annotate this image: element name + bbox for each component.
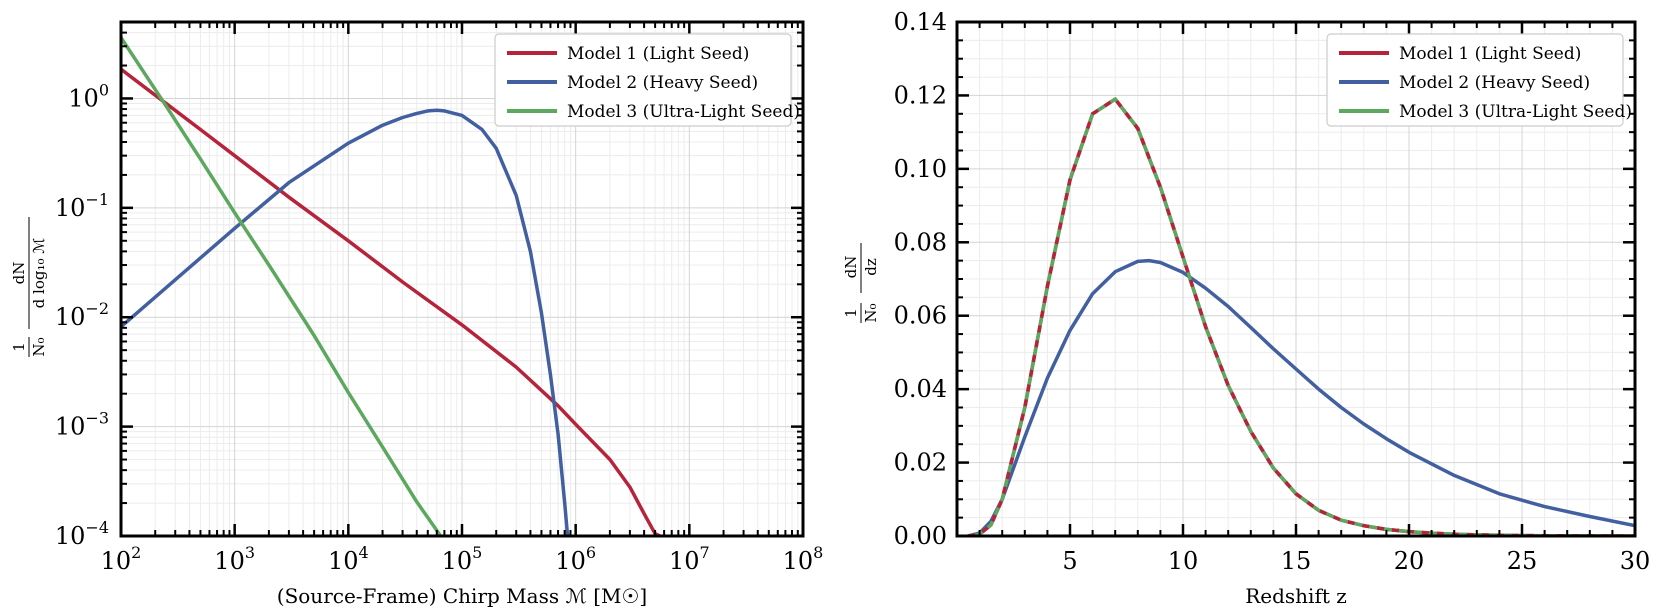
x-tick-exponent: 2 [131,543,141,562]
series-dashed-overlay-1 [968,99,1635,536]
x-tick-label: 10 [1168,547,1199,575]
x-tick-label: 102 [101,543,142,575]
y-tick-exponent: −3 [85,409,109,428]
y-tick-exponent: 0 [99,80,109,99]
figure: 102 103 104 105 106 107 10810−410−310−210−1100… [0,0,1661,614]
y-axis-label-dnum: dN [10,262,28,285]
chart-redshift: 5 10 15 20 25 30 0.00 0.02 0.04 0.06 0.08 0.10 0.12 0… [842,8,1650,608]
series-line-1 [968,99,1635,536]
y-tick-label: 0.04 [894,375,947,403]
y-tick-exponent: −1 [85,190,109,209]
x-tick-label: 104 [328,543,369,575]
x-tick-exponent: 3 [245,543,255,562]
x-tick-label: 5 [1062,547,1077,575]
y-tick-label: 0.14 [894,8,947,36]
legend-label-2: Model 2 (Heavy Seed) [567,73,758,93]
y-axis-label-den: N₀ [862,303,880,322]
y-axis-label-num: 1 [10,342,28,352]
legend: Model 1 (Light Seed) Model 2 (Heavy Seed)… [495,34,800,126]
legend-label-3: Model 3 (Ultra-Light Seed) [1399,102,1632,122]
legend-label-3: Model 3 (Ultra-Light Seed) [567,102,800,122]
x-axis-label: (Source-Frame) Chirp Mass ℳ [M☉] [277,584,647,608]
chart-mass: 102 103 104 105 106 107 10810−410−310−210−1100… [10,22,823,608]
x-tick-exponent: 8 [813,543,823,562]
x-tick-exponent: 6 [586,543,596,562]
series-line-1 [121,69,660,536]
y-axis-label-den: N₀ [30,337,48,356]
y-tick-label: 0.02 [894,449,947,477]
x-tick-label: 103 [214,543,255,575]
y-axis-label-num: 1 [842,308,860,318]
x-axis-label: Redshift z [1245,584,1347,608]
x-tick-exponent: 5 [472,543,482,562]
x-tick-label: 25 [1507,547,1538,575]
y-tick-label: 0.12 [894,81,947,109]
x-tick-label: 20 [1394,547,1425,575]
y-axis-label-dnum: dN [842,256,860,279]
y-tick-label: 0.08 [894,228,947,256]
x-tick-exponent: 4 [359,543,369,562]
x-tick-label: 108 [783,543,824,575]
x-tick-label: 106 [555,543,596,575]
legend-label-1: Model 1 (Light Seed) [567,44,749,64]
y-tick-exponent: −2 [85,299,109,318]
y-axis-label-dden: d log₁₀ ℳ [30,238,48,309]
x-tick-exponent: 7 [700,543,710,562]
x-tick-label: 15 [1281,547,1312,575]
y-tick-label: 100 [68,80,109,112]
series-line-3 [968,99,1635,536]
x-tick-label: 105 [442,543,483,575]
y-tick-label: 0.00 [894,522,947,550]
y-tick-label: 10−3 [55,409,109,441]
y-axis-label-dden: dz [862,258,880,276]
legend-label-2: Model 2 (Heavy Seed) [1399,73,1590,93]
y-tick-label: 0.10 [894,155,947,183]
y-tick-label: 0.06 [894,302,947,330]
y-tick-label: 10−4 [55,518,109,550]
series-line-2 [121,110,568,536]
x-tick-label: 107 [669,543,710,575]
legend: Model 1 (Light Seed) Model 2 (Heavy Seed)… [1327,34,1632,126]
legend-label-1: Model 1 (Light Seed) [1399,44,1581,64]
plot-area [968,99,1635,536]
y-tick-label: 10−1 [55,190,109,222]
y-tick-exponent: −4 [85,518,109,537]
x-tick-label: 30 [1620,547,1651,575]
y-tick-label: 10−2 [55,299,109,331]
series-line-2 [968,261,1635,536]
